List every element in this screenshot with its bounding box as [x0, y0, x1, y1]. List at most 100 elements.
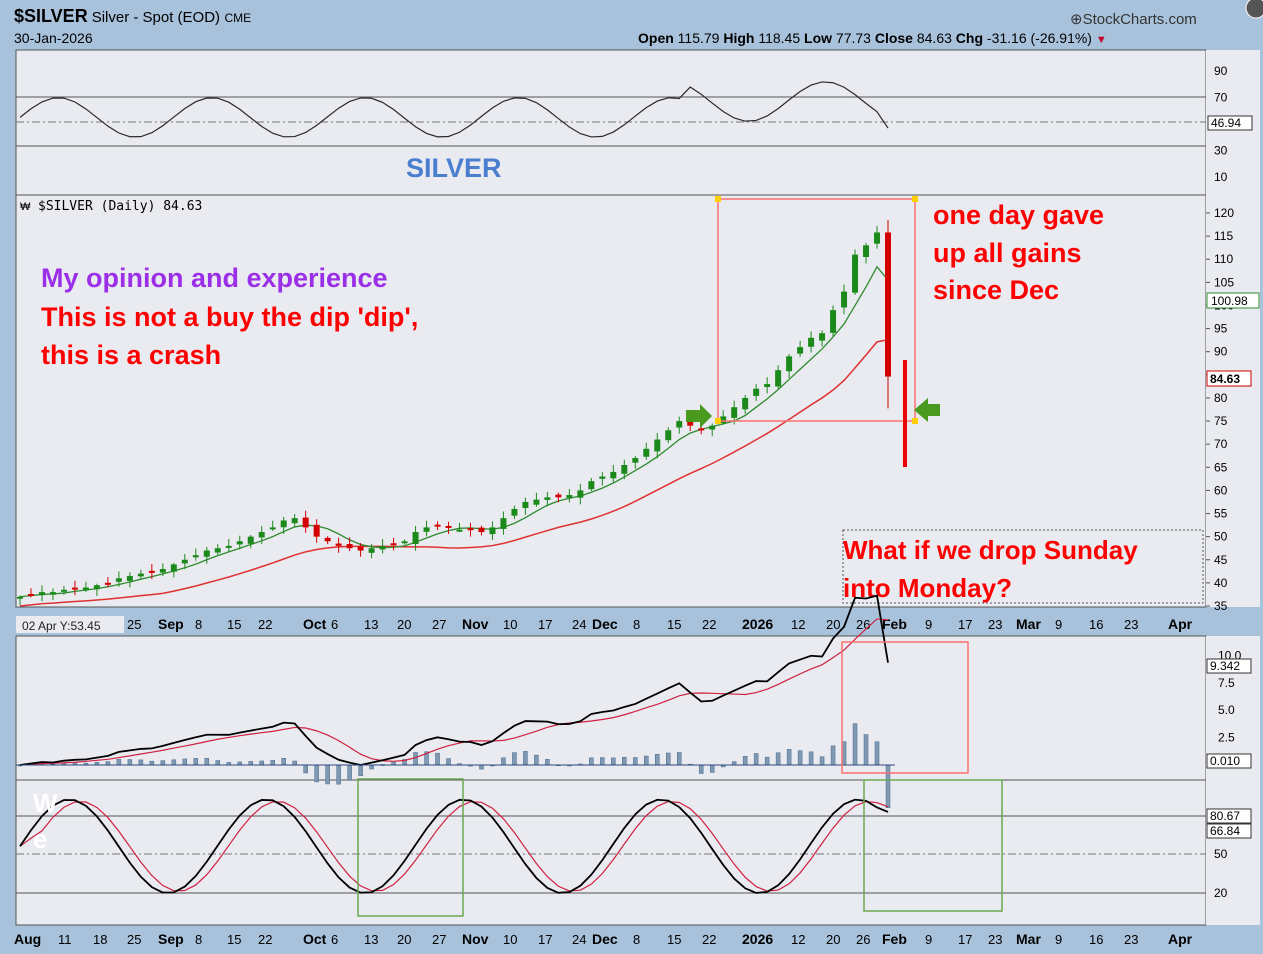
- macd-hist-bar: [863, 734, 869, 766]
- candle-body: [533, 499, 540, 505]
- macd-tick-label: 2.5: [1218, 731, 1235, 745]
- price-panel: [15, 194, 1207, 608]
- price-tick-label: 90: [1214, 345, 1228, 359]
- chg-value: -31.16 (-26.91%): [986, 30, 1092, 46]
- x-axis-label: Oct: [303, 616, 327, 632]
- candle-body: [852, 254, 859, 293]
- macd-hist-bar: [786, 749, 792, 766]
- handle[interactable]: [912, 196, 918, 202]
- handle[interactable]: [715, 418, 721, 424]
- macd-hist-bar: [852, 723, 858, 766]
- annotation-opinion: My opinion and experience: [41, 263, 388, 293]
- macd-hist-bar: [885, 764, 891, 808]
- rsi-tick-label: 30: [1214, 143, 1228, 157]
- macd-hist-bar: [347, 764, 352, 781]
- w-letter: W: [33, 788, 58, 818]
- open-value: 115.79: [677, 30, 720, 46]
- macd-hist-bar: [369, 764, 374, 770]
- macd-hist-bar: [248, 761, 253, 766]
- x-axis-label: 23: [1124, 617, 1138, 632]
- stoch-d-box: [1206, 823, 1252, 839]
- rsi-last-box: [1207, 115, 1253, 131]
- candle-body: [247, 536, 254, 544]
- macd-hist-bar: [655, 754, 660, 766]
- candle-body: [280, 520, 287, 528]
- candle-icon: ₩: [20, 201, 31, 213]
- x-axis-label: 17: [538, 932, 552, 947]
- macd-hist-bar: [611, 757, 616, 766]
- x-axis-label: 11: [58, 932, 72, 947]
- macd-hist-bar: [292, 760, 297, 766]
- rsi-series: [19, 81, 889, 138]
- macd-hist-bar: [742, 756, 748, 766]
- x-axis-label: Oct: [303, 931, 327, 947]
- candle-body: [544, 497, 551, 500]
- candle-body: [368, 548, 375, 553]
- candle-body: [654, 439, 661, 452]
- candle-body: [60, 589, 67, 592]
- x-axis-label: 23: [988, 617, 1002, 632]
- x-axis-label: 15: [227, 617, 241, 632]
- macd-hist-bar: [358, 764, 363, 777]
- candle-body: [258, 532, 265, 538]
- x-axis-label: Dec: [592, 616, 618, 632]
- stoch-panel: [15, 779, 1207, 926]
- symbol[interactable]: $SILVER: [14, 6, 88, 26]
- candle-body: [841, 291, 848, 308]
- price-tick-label: 75: [1214, 414, 1228, 428]
- x-axis-label: 23: [1124, 932, 1138, 947]
- x-axis-label: 9: [1055, 932, 1062, 947]
- window-control-icon[interactable]: [1245, 0, 1263, 19]
- macd-hist-bar: [830, 745, 836, 766]
- price-tick-label: 55: [1214, 507, 1228, 521]
- candle-body: [390, 543, 397, 546]
- handle[interactable]: [912, 418, 918, 424]
- x-axis-label: 27: [432, 617, 446, 632]
- source-logo[interactable]: ⊕StockCharts.com: [1070, 11, 1197, 28]
- price-tick-label: 60: [1214, 483, 1228, 497]
- x-axis-label: 12: [791, 932, 805, 947]
- macd-hist-bar: [534, 754, 539, 766]
- macd-hist-bar: [105, 761, 111, 766]
- annotation-line3: this is a crash: [41, 340, 221, 370]
- candle-body: [170, 564, 177, 572]
- macd-line: [19, 594, 889, 766]
- annotation-whatif1: What if we drop Sunday: [843, 535, 1138, 565]
- x-axis-label: 8: [195, 617, 202, 632]
- candle-body: [434, 524, 441, 527]
- x-axis-label: 17: [958, 932, 972, 947]
- candle-body: [698, 428, 705, 431]
- price-tick-label: 120: [1214, 206, 1234, 220]
- close-label: 84.63: [1210, 372, 1240, 386]
- candle-body: [874, 232, 881, 244]
- macd-hist-bar: [600, 757, 605, 766]
- macd-hist-bar: [874, 741, 880, 766]
- candle-body: [313, 524, 320, 537]
- candle-body: [93, 585, 100, 590]
- x-axis-label: 22: [258, 617, 272, 632]
- close-label: Close: [874, 30, 913, 46]
- low-label: Low: [804, 30, 833, 46]
- price-tick-label: 70: [1214, 437, 1228, 451]
- candle-body: [115, 578, 122, 582]
- e-letter: e: [33, 824, 47, 854]
- macd-hist-bar: [270, 760, 275, 766]
- candle-body: [335, 543, 342, 546]
- stoch-ticks: 50 20: [1214, 847, 1228, 900]
- candle-body: [27, 594, 34, 597]
- x-axis-label: Nov: [462, 616, 489, 632]
- macd-hist-bar: [303, 764, 308, 774]
- x-axis-label: 15: [667, 617, 681, 632]
- price-tick-label: 65: [1214, 460, 1228, 474]
- macd-tick-label: 7.5: [1218, 676, 1235, 690]
- handle[interactable]: [715, 196, 721, 202]
- macd-hist-bar: [797, 750, 803, 766]
- candle-body: [401, 541, 408, 544]
- candle-body: [808, 337, 815, 347]
- macd-hist-bar: [545, 759, 550, 766]
- candle-body: [357, 546, 364, 551]
- open-label: Open: [638, 30, 674, 46]
- candles: [17, 220, 891, 606]
